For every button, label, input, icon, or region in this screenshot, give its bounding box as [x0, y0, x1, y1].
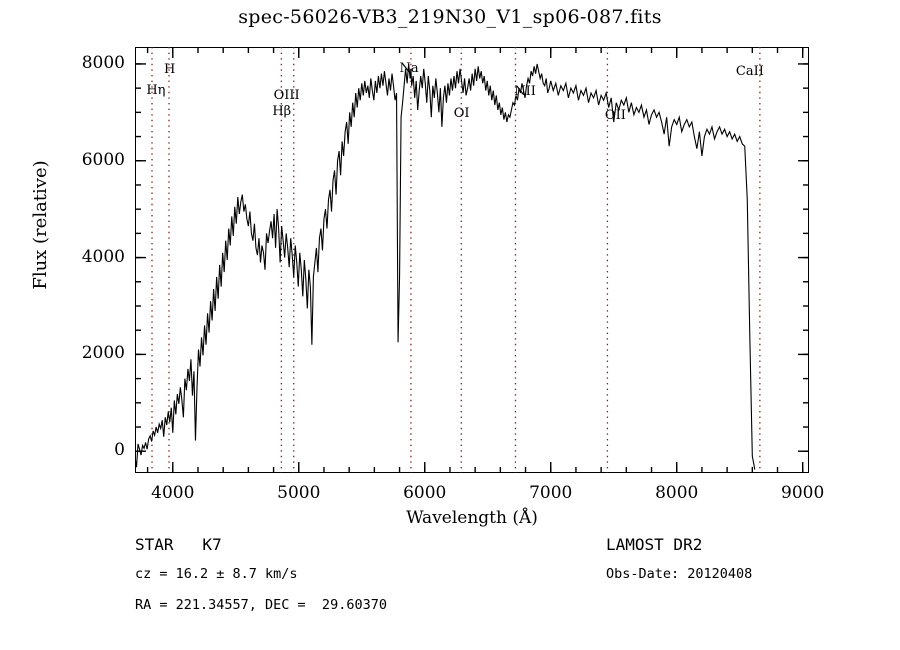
x-axis-title: Wavelength (Å) — [406, 508, 538, 528]
footer-right-line-1: Obs-Date: 20120408 — [606, 566, 753, 582]
line-label-H: Hη — [146, 82, 166, 98]
x-tick-label: 7000 — [529, 483, 573, 503]
footer-left-line-0: STAR K7 — [135, 535, 222, 554]
y-tick-label: 6000 — [81, 149, 125, 170]
x-tick-label: 4000 — [151, 483, 195, 503]
y-axis-title: Flux (relative) — [30, 160, 51, 290]
x-tick-label: 5000 — [277, 483, 321, 503]
y-tick-label: 0 — [114, 440, 125, 461]
x-tick-label: 8000 — [655, 483, 699, 503]
line-marker-group — [152, 47, 760, 473]
y-tick-label: 4000 — [81, 246, 125, 267]
line-label-H: H — [163, 61, 176, 77]
spectrum-trace — [135, 64, 755, 470]
y-tick-label: 2000 — [81, 343, 125, 364]
line-label-NII: NII — [514, 84, 536, 100]
y-tick-label: 8000 — [81, 52, 125, 73]
line-label-OII: OII — [604, 107, 626, 123]
line-label-H: Hβ — [272, 104, 292, 120]
line-label-CaII: CaII — [735, 64, 764, 80]
line-label-OI: OI — [453, 105, 470, 121]
x-tick-label: 9000 — [781, 483, 825, 503]
line-label-OIII: OIII — [273, 88, 300, 104]
footer-left-line-2: RA = 221.34557, DEC = 29.60370 — [135, 597, 387, 613]
x-tick-label: 6000 — [403, 483, 447, 503]
page-title: spec-56026-VB3_219N30_V1_sp06-087.fits — [238, 6, 662, 28]
footer-left-line-1: cz = 16.2 ± 8.7 km/s — [135, 566, 298, 582]
line-label-Na: Na — [399, 60, 419, 76]
footer-right-line-0: LAMOST DR2 — [606, 535, 703, 554]
spectrum-canvas — [135, 47, 809, 473]
plot-frame — [135, 47, 809, 473]
